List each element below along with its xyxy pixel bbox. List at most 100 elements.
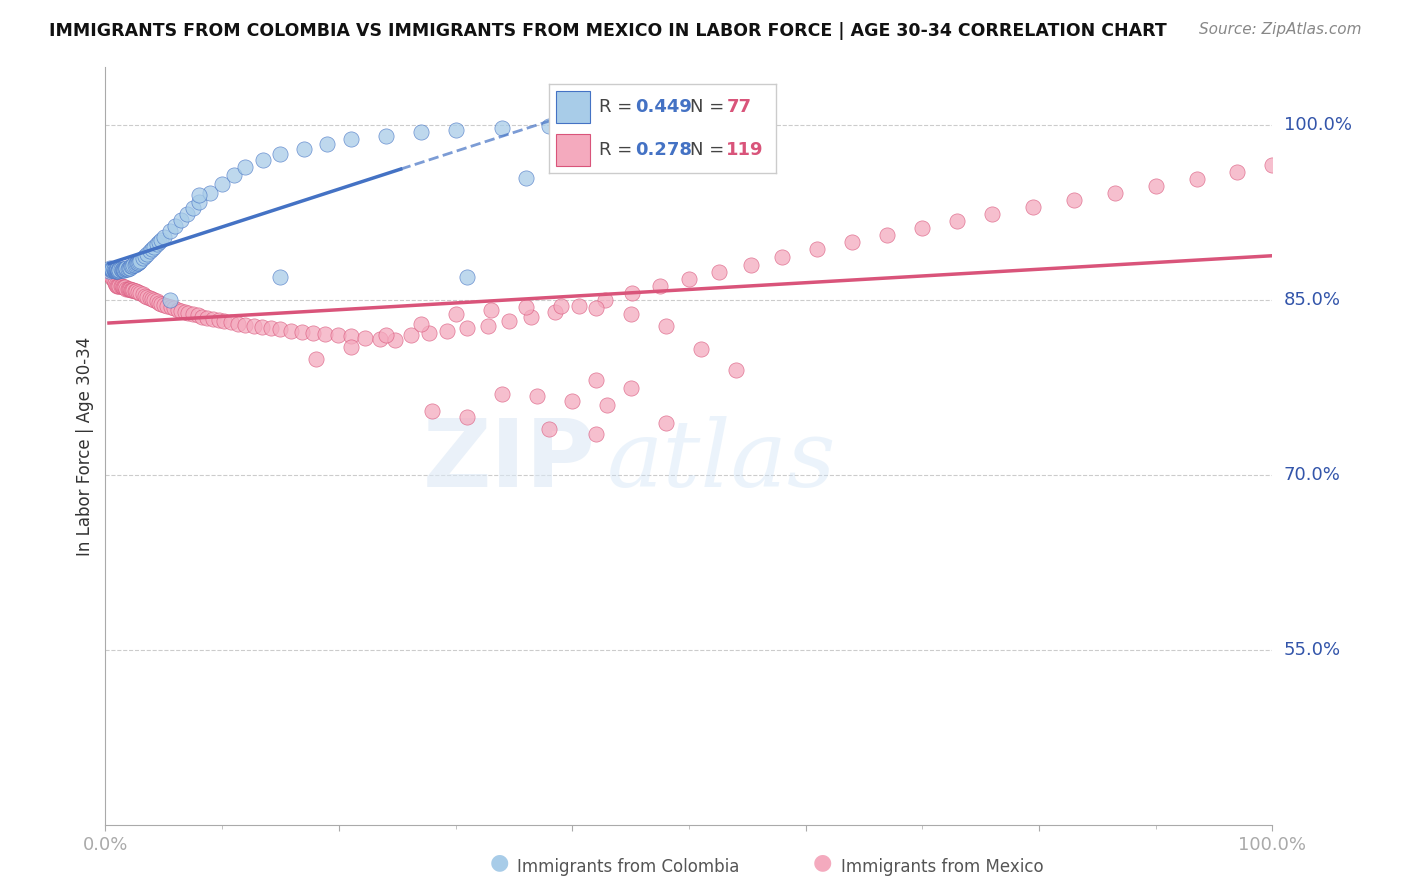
Point: [620, 307, 643, 321]
Point: [292, 142, 315, 156]
Point: [143, 293, 166, 308]
Point: [115, 281, 138, 295]
Point: [114, 280, 136, 294]
Point: [153, 298, 174, 312]
Point: [648, 279, 671, 293]
Point: [115, 261, 138, 276]
Point: [98, 260, 121, 275]
Point: [444, 123, 467, 137]
Point: [104, 263, 127, 277]
Point: [108, 279, 131, 293]
Point: [678, 272, 700, 286]
Text: Immigrants from Colombia: Immigrants from Colombia: [517, 858, 740, 876]
Point: [129, 253, 152, 268]
Point: [520, 310, 543, 324]
Point: [339, 132, 361, 146]
Point: [112, 261, 135, 276]
Point: [631, 118, 654, 132]
Point: [1144, 178, 1167, 193]
Point: [170, 212, 193, 227]
Point: [125, 284, 148, 298]
Point: [709, 265, 731, 279]
Point: [981, 207, 1004, 221]
Point: [585, 427, 607, 442]
Point: [544, 305, 567, 319]
Point: [740, 258, 762, 272]
Point: [117, 281, 139, 295]
Point: [252, 153, 274, 168]
Point: [111, 280, 134, 294]
Point: [280, 324, 302, 338]
Point: [114, 261, 136, 276]
Point: [177, 306, 200, 320]
Point: [110, 279, 132, 293]
Point: [221, 315, 243, 329]
Point: [420, 404, 443, 418]
Point: [339, 340, 361, 354]
Point: [187, 188, 209, 202]
Point: [101, 271, 124, 285]
Point: [242, 318, 264, 333]
Point: [191, 310, 214, 324]
Text: ●: ●: [489, 853, 509, 872]
Point: [105, 263, 128, 277]
Point: [689, 342, 711, 356]
Point: [550, 299, 572, 313]
Point: [876, 227, 898, 242]
Point: [436, 324, 458, 338]
Point: [290, 325, 312, 339]
Point: [187, 195, 209, 210]
Point: [124, 284, 146, 298]
Point: [770, 250, 793, 264]
Point: [200, 186, 222, 200]
Point: [270, 147, 292, 161]
Point: [214, 314, 236, 328]
Point: [127, 256, 149, 270]
Point: [176, 207, 198, 221]
Point: [841, 235, 863, 249]
Point: [456, 269, 478, 284]
Point: [187, 309, 209, 323]
Point: [165, 219, 187, 233]
Point: [235, 318, 257, 332]
Point: [148, 295, 170, 310]
Point: [368, 332, 391, 346]
Point: [112, 263, 135, 277]
Point: [110, 261, 132, 276]
Point: [150, 296, 173, 310]
Point: [111, 263, 134, 277]
Text: 70.0%: 70.0%: [1284, 467, 1340, 484]
Point: [136, 290, 159, 304]
Point: [108, 261, 131, 276]
Point: [115, 260, 138, 275]
Point: [124, 258, 146, 272]
Point: [105, 264, 128, 278]
Point: [374, 328, 396, 343]
Point: [444, 307, 467, 321]
Point: [593, 293, 616, 308]
Text: atlas: atlas: [607, 417, 837, 506]
Text: 100.0%: 100.0%: [1284, 116, 1351, 134]
Point: [409, 317, 432, 331]
Point: [105, 279, 128, 293]
Point: [127, 285, 149, 299]
Point: [107, 263, 129, 277]
Point: [121, 283, 143, 297]
Point: [654, 318, 676, 333]
Point: [585, 118, 607, 132]
Point: [456, 409, 478, 424]
Point: [911, 220, 934, 235]
Point: [491, 120, 513, 135]
Point: [128, 254, 150, 268]
Point: [166, 302, 188, 317]
Point: [146, 237, 169, 252]
Y-axis label: In Labor Force | Age 30-34: In Labor Force | Age 30-34: [76, 336, 94, 556]
Point: [585, 301, 607, 316]
Point: [111, 279, 134, 293]
Point: [211, 177, 233, 191]
Point: [122, 283, 145, 297]
Point: [107, 264, 129, 278]
Point: [302, 326, 325, 340]
Point: [111, 263, 134, 277]
Point: [270, 269, 292, 284]
